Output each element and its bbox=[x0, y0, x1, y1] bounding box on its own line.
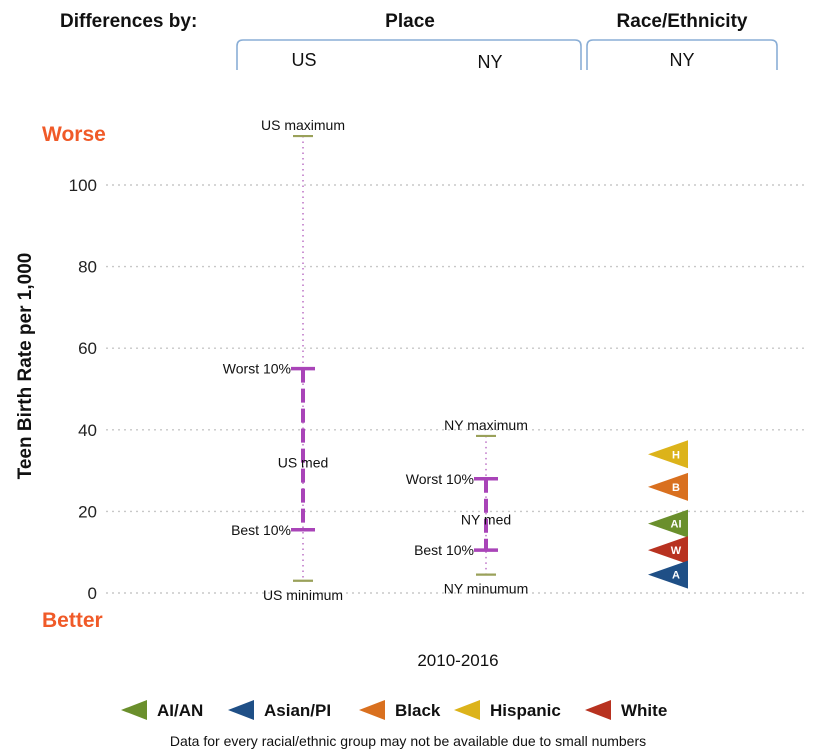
best10-label: Best 10% bbox=[231, 522, 291, 538]
median-label: NY med bbox=[461, 512, 511, 528]
marker-hispanic: H bbox=[648, 440, 688, 469]
minimum-label: NY minumum bbox=[444, 581, 529, 597]
y-tick-label: 60 bbox=[78, 339, 97, 358]
legend-triangle bbox=[585, 700, 611, 720]
legend-item-white: White bbox=[585, 700, 667, 720]
worst10-label: Worst 10% bbox=[406, 471, 474, 487]
y-tick-label: 40 bbox=[78, 421, 97, 440]
triangle-marker bbox=[648, 440, 688, 469]
legend-label: Hispanic bbox=[490, 701, 561, 720]
race-ethnicity-markers: H B AI W A bbox=[648, 440, 688, 589]
maximum-label: NY maximum bbox=[444, 417, 528, 433]
legend-label: Black bbox=[395, 701, 441, 720]
triangle-marker bbox=[648, 472, 688, 501]
y-axis-label: Teen Birth Rate per 1,000 bbox=[15, 253, 36, 480]
race-bracket bbox=[586, 39, 778, 70]
differences-by-label: Differences by: bbox=[60, 11, 197, 32]
legend: AI/AN Asian/PI Black Hispanic White bbox=[121, 700, 667, 720]
place-ranges: US maximum Worst 10% US med Best 10% US mini… bbox=[223, 117, 528, 603]
legend-item-hispanic: Hispanic bbox=[454, 700, 561, 720]
better-label: Better bbox=[42, 609, 103, 632]
column-us: US bbox=[291, 50, 316, 70]
range-us: US maximum Worst 10% US med Best 10% US mini… bbox=[223, 117, 345, 603]
place-header: Place bbox=[385, 11, 435, 32]
marker-code: AI bbox=[671, 519, 682, 531]
y-tick-label: 100 bbox=[69, 176, 97, 195]
column-ny-place: NY bbox=[477, 52, 502, 72]
availability-note: Data for every racial/ethnic group may n… bbox=[170, 733, 646, 749]
y-tick-label: 20 bbox=[78, 502, 97, 521]
legend-label: White bbox=[621, 701, 667, 720]
race-ethnicity-header: Race/Ethnicity bbox=[617, 11, 748, 32]
worst10-label: Worst 10% bbox=[223, 361, 291, 377]
marker-code: A bbox=[672, 570, 680, 582]
triangle-marker bbox=[648, 536, 688, 565]
legend-triangle bbox=[454, 700, 480, 720]
legend-label: AI/AN bbox=[157, 701, 203, 720]
marker-ai-an: AI bbox=[648, 509, 688, 538]
best10-label: Best 10% bbox=[414, 542, 474, 558]
range-ny: NY maximum Worst 10% NY med Best 10% NY minu… bbox=[406, 417, 528, 597]
minimum-label: US minimum bbox=[263, 587, 343, 603]
marker-code: B bbox=[672, 482, 680, 494]
marker-black: B bbox=[648, 472, 688, 501]
legend-item-asian-pi: Asian/PI bbox=[228, 700, 331, 720]
triangle-marker bbox=[648, 560, 688, 589]
gridlines bbox=[106, 184, 808, 594]
marker-asian-pi: A bbox=[648, 560, 688, 589]
marker-code: W bbox=[671, 545, 682, 557]
legend-label: Asian/PI bbox=[264, 701, 331, 720]
y-tick-label: 80 bbox=[78, 258, 97, 277]
marker-white: W bbox=[648, 536, 688, 565]
column-ny-race: NY bbox=[669, 50, 694, 70]
triangle-marker bbox=[648, 509, 688, 538]
legend-triangle bbox=[228, 700, 254, 720]
maximum-label: US maximum bbox=[261, 117, 345, 133]
legend-triangle bbox=[359, 700, 385, 720]
worse-label: Worse bbox=[42, 123, 106, 146]
y-tick-labels: 0 20 40 60 80 100 bbox=[69, 176, 97, 603]
place-bracket bbox=[236, 39, 582, 70]
legend-item-black: Black bbox=[359, 700, 441, 720]
y-tick-label: 0 bbox=[88, 584, 97, 603]
marker-code: H bbox=[672, 449, 680, 461]
period-label: 2010-2016 bbox=[417, 651, 498, 670]
legend-item-ai-an: AI/AN bbox=[121, 700, 203, 720]
legend-triangle bbox=[121, 700, 147, 720]
median-label: US med bbox=[278, 454, 329, 470]
